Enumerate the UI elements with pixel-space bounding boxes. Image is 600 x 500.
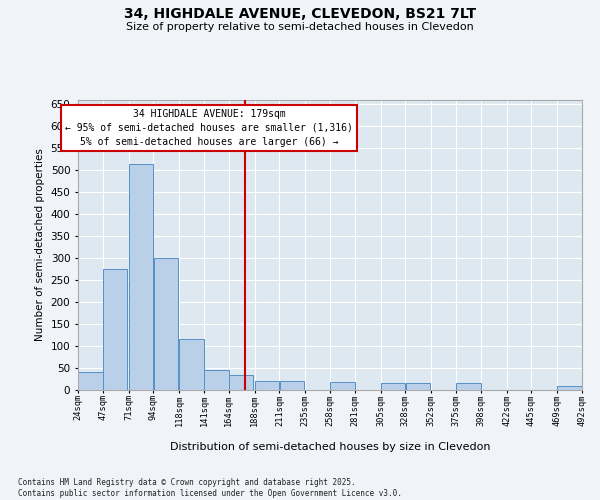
Text: Distribution of semi-detached houses by size in Clevedon: Distribution of semi-detached houses by … bbox=[170, 442, 490, 452]
Bar bbox=[103, 269, 127, 390]
Bar bbox=[154, 258, 178, 390]
Text: Contains HM Land Registry data © Crown copyright and database right 2025.
Contai: Contains HM Land Registry data © Crown c… bbox=[18, 478, 402, 498]
Bar bbox=[280, 381, 304, 390]
Y-axis label: Number of semi-detached properties: Number of semi-detached properties bbox=[35, 148, 45, 342]
Text: Size of property relative to semi-detached houses in Clevedon: Size of property relative to semi-detach… bbox=[126, 22, 474, 32]
Bar bbox=[204, 370, 229, 390]
Bar bbox=[229, 374, 253, 390]
Bar bbox=[557, 386, 582, 390]
Bar bbox=[456, 384, 481, 390]
Bar bbox=[129, 164, 153, 390]
Bar bbox=[330, 382, 355, 390]
Text: 34 HIGHDALE AVENUE: 179sqm
← 95% of semi-detached houses are smaller (1,316)
5% : 34 HIGHDALE AVENUE: 179sqm ← 95% of semi… bbox=[65, 108, 353, 146]
Bar bbox=[406, 384, 430, 390]
Bar bbox=[78, 372, 103, 390]
Text: 34, HIGHDALE AVENUE, CLEVEDON, BS21 7LT: 34, HIGHDALE AVENUE, CLEVEDON, BS21 7LT bbox=[124, 8, 476, 22]
Bar bbox=[381, 384, 405, 390]
Bar bbox=[179, 340, 204, 390]
Bar bbox=[255, 381, 279, 390]
